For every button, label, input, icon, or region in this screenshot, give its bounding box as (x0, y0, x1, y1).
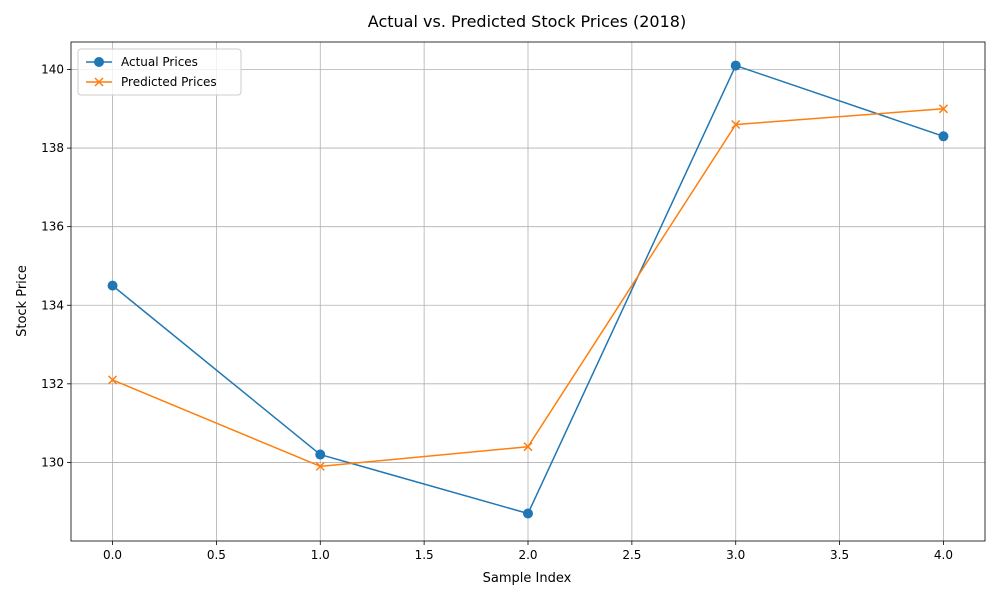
x-axis-label: Sample Index (483, 571, 572, 586)
legend: Actual Prices Predicted Prices (77, 48, 242, 96)
legend-marker (94, 57, 104, 67)
x-tick-label: 0.5 (207, 548, 226, 562)
data-point (108, 375, 118, 385)
grid-lines (71, 42, 985, 541)
legend-label: Actual Prices (121, 55, 198, 69)
data-point (523, 508, 533, 519)
legend-box (77, 48, 242, 96)
x-tick-label: 2.0 (518, 548, 537, 562)
data-point (938, 131, 949, 142)
x-tick-label: 3.5 (830, 548, 849, 562)
x-tick-label: 3.0 (726, 548, 745, 562)
y-tick-label: 134 (41, 298, 64, 312)
data-point (107, 280, 118, 291)
chart-title: Actual vs. Predicted Stock Prices (2018) (368, 12, 686, 31)
data-point (315, 449, 326, 460)
x-tick-label: 2.5 (622, 548, 641, 562)
x-tick-label: 1.5 (415, 548, 434, 562)
y-tick-label: 132 (41, 377, 64, 391)
axis-ticks: 0.0 0.5 1.0 1.5 2.0 2.5 3.0 3.5 4.0 130 132 134 136 1… (41, 63, 953, 562)
x-tick-label: 1.0 (311, 548, 330, 562)
legend-item: Actual Prices (86, 55, 198, 69)
y-axis-label: Stock Price (15, 265, 30, 337)
data-point (731, 119, 741, 130)
y-tick-label: 130 (41, 455, 64, 469)
data-point (730, 60, 741, 71)
series-lines (107, 60, 949, 519)
legend-label: Predicted Prices (121, 75, 217, 89)
data-point (523, 442, 533, 452)
y-tick-label: 136 (41, 220, 64, 234)
legend-item: Predicted Prices (86, 75, 217, 89)
x-tick-label: 4.0 (934, 548, 953, 562)
y-tick-label: 140 (41, 63, 64, 77)
data-point (315, 461, 325, 471)
y-tick-label: 138 (41, 141, 64, 155)
data-point (938, 104, 948, 114)
series-actual-prices (107, 60, 949, 519)
x-tick-label: 0.0 (103, 548, 122, 562)
legend-marker (94, 77, 104, 87)
series-predicted-prices (108, 104, 948, 471)
